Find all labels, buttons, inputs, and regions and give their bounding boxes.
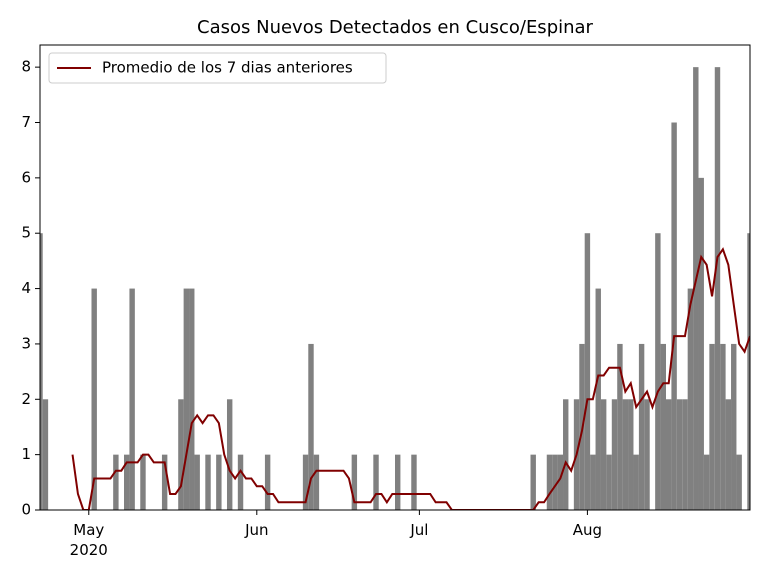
bar xyxy=(183,288,190,510)
x-tick-label: Jul xyxy=(409,521,428,539)
chart-title: Casos Nuevos Detectados en Cusco/Espinar xyxy=(197,17,594,38)
bar xyxy=(698,177,704,510)
bar xyxy=(302,454,309,510)
bar xyxy=(129,288,135,510)
bar xyxy=(395,454,401,510)
bar xyxy=(633,454,639,510)
bar xyxy=(140,454,146,510)
bar xyxy=(644,399,650,510)
bar xyxy=(714,67,721,510)
bar xyxy=(590,454,596,510)
x-tick-label: May 2020 xyxy=(70,521,108,559)
bar xyxy=(42,399,49,510)
y-tick-label: 8 xyxy=(21,58,31,76)
y-tick-label: 2 xyxy=(21,390,31,408)
y-tick-label: 4 xyxy=(21,279,31,297)
bar xyxy=(606,454,612,510)
bar xyxy=(205,454,211,510)
bar xyxy=(557,454,564,510)
bar xyxy=(308,343,314,510)
bar xyxy=(747,233,750,510)
bar xyxy=(161,454,168,510)
y-tick-label: 0 xyxy=(21,501,31,519)
bar xyxy=(628,399,634,510)
bar xyxy=(655,233,661,510)
bar xyxy=(226,399,233,510)
bar xyxy=(563,399,569,510)
bar xyxy=(237,454,244,510)
bar xyxy=(178,399,184,510)
bar xyxy=(736,454,742,510)
bar xyxy=(731,343,737,510)
y-tick-label: 7 xyxy=(21,113,31,131)
bar xyxy=(124,454,130,510)
y-tick-label: 3 xyxy=(21,334,31,352)
bar xyxy=(91,288,97,510)
bar xyxy=(595,288,601,510)
bar xyxy=(373,454,379,510)
bar xyxy=(530,454,536,510)
bar xyxy=(411,454,417,510)
bar xyxy=(40,233,43,510)
bar xyxy=(216,454,222,510)
axes-frame xyxy=(39,44,751,511)
legend: Promedio de los 7 dias anteriores xyxy=(48,52,387,84)
bar xyxy=(113,454,119,510)
y-tick-label: 1 xyxy=(21,445,31,463)
bar xyxy=(194,454,200,510)
bar xyxy=(709,343,715,510)
line xyxy=(71,247,750,510)
y-tick-label: 6 xyxy=(21,168,31,186)
bar xyxy=(617,343,623,510)
x-tick-label: Aug xyxy=(573,521,602,539)
legend-label: Promedio de los 7 dias anteriores xyxy=(102,59,353,77)
bar xyxy=(665,399,672,510)
bar xyxy=(611,399,618,510)
bar xyxy=(189,288,195,510)
bar xyxy=(676,399,683,510)
bar xyxy=(660,343,666,510)
bar xyxy=(600,399,607,510)
bar xyxy=(720,343,726,510)
bar xyxy=(671,122,677,510)
bar xyxy=(693,67,699,510)
plot-area xyxy=(40,67,750,510)
bar xyxy=(584,233,591,510)
x-tick-label: Jun xyxy=(244,521,268,539)
bar xyxy=(313,454,320,510)
bar xyxy=(622,399,629,510)
y-tick-label: 5 xyxy=(21,224,31,242)
bar xyxy=(638,343,645,510)
bar xyxy=(687,288,694,510)
bar xyxy=(682,399,688,510)
legend-box xyxy=(48,52,387,84)
bar xyxy=(725,399,732,510)
bar xyxy=(351,454,358,510)
bar xyxy=(546,454,553,510)
bar xyxy=(703,454,710,510)
bar xyxy=(552,454,558,510)
bar xyxy=(264,454,271,510)
